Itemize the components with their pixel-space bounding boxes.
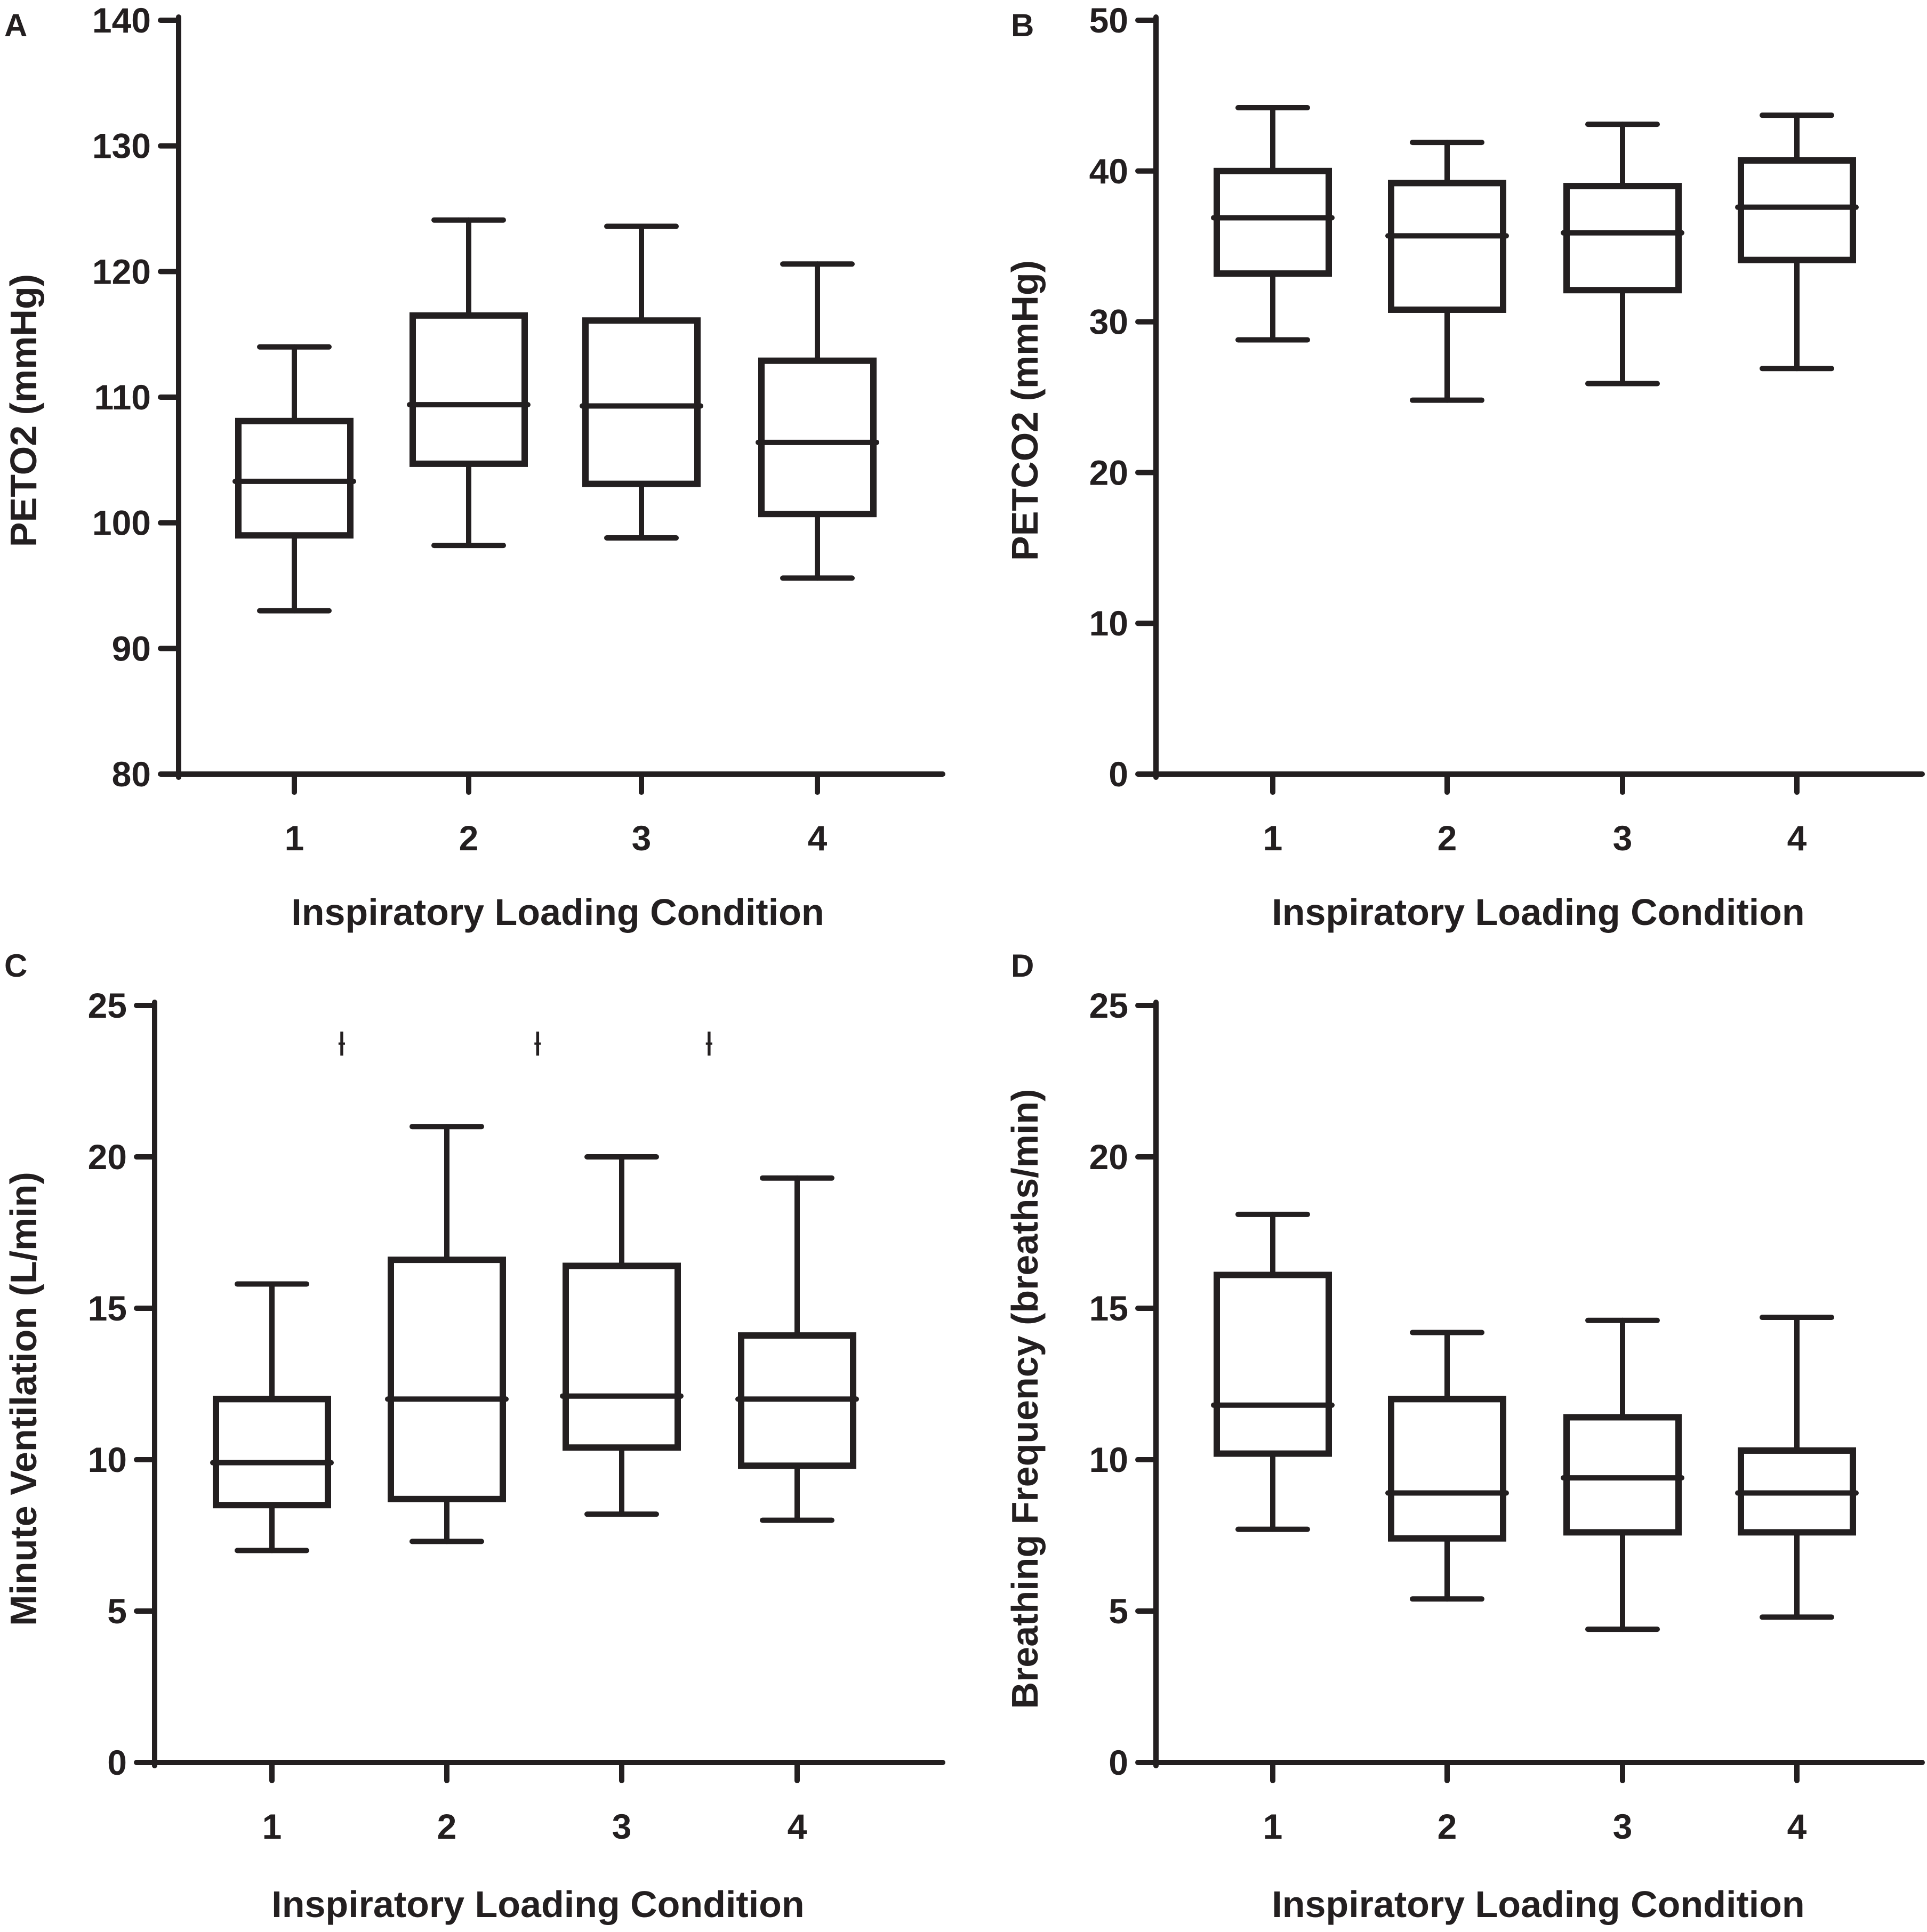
panel-b-letter: B [1011, 7, 1034, 43]
panel-d-y-tick-label: 0 [1109, 1743, 1128, 1782]
panel-d-y-tick-label: 5 [1109, 1591, 1128, 1631]
panel-a-x-tick-label: 4 [808, 818, 828, 858]
panel-a-y-tick-label: 130 [92, 126, 151, 166]
panel-c-box-4 [735, 1175, 859, 1523]
panel-b-y-tick-label: 30 [1089, 302, 1128, 342]
iqr-box [1563, 1414, 1682, 1536]
panel-a-y-tick-label: 140 [92, 1, 151, 40]
panel-d-y-axis-title: Breathing Frequency (breaths/min) [1004, 1089, 1046, 1709]
panel-d-x-axis-title: Inspiratory Loading Condition [1272, 1883, 1804, 1925]
iqr-box [410, 312, 528, 467]
panel-a-box-1 [232, 344, 356, 614]
panel-a-box-2 [407, 217, 531, 549]
panel-a-y-axis-title: PETO2 (mmHg) [3, 274, 44, 547]
panel-c-box-3 [560, 1154, 684, 1517]
panel-a-box-3 [580, 223, 703, 541]
panel-c-y-tick-label: 15 [88, 1289, 127, 1328]
panel-b-y-axis-title: PETCO2 (mmHg) [1004, 260, 1046, 561]
panel-b-x-tick-label: 3 [1613, 818, 1633, 858]
panel-b-x-tick-label: 4 [1787, 818, 1807, 858]
panel-c-significance-marker: ƚ [705, 1026, 713, 1063]
iqr-box [1388, 180, 1506, 313]
panel-d-box-2 [1385, 1330, 1509, 1602]
panel-d-x-tick-label: 2 [1438, 1807, 1457, 1846]
iqr-box [563, 1262, 681, 1451]
panel-c: C Minute Ventilation (L/min) Inspiratory… [3, 948, 945, 1925]
panel-d-box-3 [1561, 1317, 1684, 1632]
panel-a-y-tick-label: 80 [112, 754, 151, 794]
iqr-box [1563, 183, 1682, 294]
panel-c-x-tick-label: 3 [612, 1807, 632, 1846]
iqr-box [213, 1396, 331, 1509]
panel-c-x-tick-label: 4 [788, 1807, 807, 1846]
panel-d-x-tick-label: 3 [1613, 1807, 1633, 1846]
panel-b: B PETCO2 (mmHg) Inspiratory Loading Cond… [1004, 1, 1925, 933]
panel-d-y-tick-label: 15 [1089, 1289, 1128, 1328]
panel-c-y-tick-label: 5 [107, 1591, 127, 1631]
panel-b-box-1 [1211, 105, 1335, 343]
panel-c-y-tick-label: 10 [88, 1440, 127, 1479]
panel-a-letter: A [4, 7, 27, 43]
panel-c-y-tick-label: 25 [88, 986, 127, 1025]
panel-b-x-tick-label: 2 [1438, 818, 1457, 858]
panel-c-y-axis-title: Minute Ventilation (L/min) [3, 1172, 44, 1626]
panel-b-x-tick-label: 1 [1263, 818, 1283, 858]
panel-d-y-tick-label: 10 [1089, 1440, 1128, 1479]
panel-c-y-tick-label: 20 [88, 1137, 127, 1177]
panel-a-y-tick-label: 110 [94, 377, 151, 417]
panel-d-x-tick-label: 4 [1787, 1807, 1807, 1846]
panel-d-y-tick-label: 20 [1089, 1137, 1128, 1177]
panel-a-y-tick-label: 100 [92, 503, 151, 543]
iqr-box [1388, 1396, 1506, 1542]
panel-b-y-tick-label: 10 [1089, 603, 1128, 643]
panel-b-box-2 [1385, 140, 1509, 403]
iqr-box [388, 1257, 506, 1502]
panel-d-letter: D [1011, 948, 1034, 984]
panel-d: D Breathing Frequency (breaths/min) Insp… [1004, 948, 1925, 1925]
panel-c-x-tick-label: 2 [437, 1807, 457, 1846]
iqr-box [1214, 167, 1332, 277]
panel-a-box-4 [756, 261, 879, 581]
panel-a-x-tick-label: 2 [459, 818, 479, 858]
iqr-box [1214, 1271, 1332, 1457]
panel-c-significance-marker: ƚ [338, 1026, 346, 1063]
panel-c-y-tick-label: 0 [107, 1743, 127, 1782]
panel-a-y-tick-label: 120 [92, 252, 151, 291]
panel-a-x-axis-title: Inspiratory Loading Condition [291, 891, 824, 933]
panel-b-y-tick-label: 40 [1089, 151, 1128, 191]
panel-c-letter: C [4, 948, 27, 984]
panel-b-box-3 [1561, 122, 1684, 387]
iqr-box [582, 317, 701, 487]
panel-d-y-tick-label: 25 [1089, 986, 1128, 1025]
panel-c-x-tick-label: 1 [262, 1807, 282, 1846]
panel-a-y-tick-label: 90 [112, 629, 151, 668]
iqr-box [235, 417, 354, 539]
panel-d-x-tick-label: 1 [1263, 1807, 1283, 1846]
panel-d-box-4 [1735, 1315, 1859, 1620]
iqr-box [1738, 157, 1856, 263]
panel-c-box-2 [385, 1124, 509, 1544]
panel-a-x-tick-label: 3 [632, 818, 652, 858]
panel-a-x-tick-label: 1 [285, 818, 304, 858]
panel-b-y-tick-label: 20 [1089, 453, 1128, 492]
panel-b-y-tick-label: 0 [1109, 754, 1128, 794]
panel-b-x-axis-title: Inspiratory Loading Condition [1272, 891, 1804, 933]
panel-b-box-4 [1735, 112, 1859, 372]
panel-c-significance-marker: ƚ [534, 1026, 542, 1063]
panel-c-x-axis-title: Inspiratory Loading Condition [271, 1883, 804, 1925]
panel-a: A PETO2 (mmHg) Inspiratory Loading Condi… [3, 1, 945, 933]
panel-c-box-1 [210, 1281, 334, 1553]
iqr-box [758, 357, 877, 518]
panel-d-box-1 [1211, 1211, 1335, 1532]
panel-b-y-tick-label: 50 [1089, 1, 1128, 40]
